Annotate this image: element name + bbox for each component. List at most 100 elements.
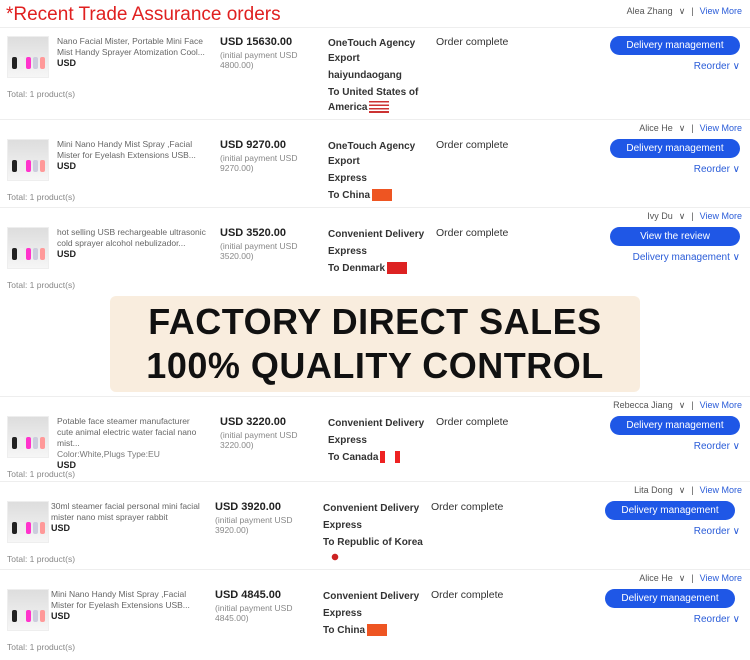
view-more-link[interactable]: View More [699, 485, 742, 495]
ca-flag-icon [380, 451, 401, 464]
order-price: USD 9270.00 [220, 139, 287, 151]
product-title[interactable]: Nano Facial Mister, Portable Mini Face M… [57, 36, 205, 57]
order-price: USD 3220.00 [220, 416, 287, 428]
chevron-down-icon[interactable]: ∨ [678, 6, 686, 16]
seller-name[interactable]: Alice He [639, 123, 673, 133]
product-image[interactable] [7, 227, 49, 269]
secondary-action-link[interactable]: Reorder ∨ [693, 61, 740, 72]
chevron-down-icon[interactable]: ∨ [678, 573, 686, 583]
shipping-info: OneTouch Agency Export Express To China [328, 139, 434, 205]
chevron-down-icon[interactable]: ∨ [678, 485, 686, 495]
order-price: USD 4845.00 [215, 589, 282, 601]
seller-name[interactable]: Lita Dong [634, 485, 673, 495]
product-image[interactable] [7, 501, 49, 543]
shipping-line: Convenient Delivery [328, 229, 425, 240]
separator: | [691, 6, 694, 16]
promo-overlay: FACTORY DIRECT SALES 100% QUALITY CONTRO… [110, 296, 640, 392]
chevron-down-icon[interactable]: ∨ [678, 123, 686, 133]
shipping-line: OneTouch Agency Export [328, 141, 416, 167]
seller-row: Alice He ∨ | View More [639, 123, 742, 134]
page-title: *Recent Trade Assurance orders [6, 4, 281, 25]
initial-payment: (initial payment USD 3520.00) [220, 241, 298, 261]
product-unit-price: USD [57, 161, 77, 171]
seller-name[interactable]: Rebecca Jiang [613, 400, 673, 410]
shipping-info: Convenient Delivery Express To China [323, 589, 429, 640]
seller-row: Alea Zhang ∨ | View More [627, 6, 742, 17]
secondary-action-link[interactable]: Reorder ∨ [693, 614, 740, 625]
divider [0, 27, 750, 28]
shipping-line: Express [323, 608, 362, 619]
product-image[interactable] [7, 589, 49, 631]
order-status: Order complete [436, 227, 509, 239]
initial-payment: (initial payment USD 9270.00) [220, 153, 298, 173]
chevron-down-icon[interactable]: ∨ [678, 400, 686, 410]
primary-action-button[interactable]: Delivery management [605, 501, 735, 520]
product-image[interactable] [7, 139, 49, 181]
chevron-down-icon[interactable]: ∨ [678, 211, 686, 221]
order-status: Order complete [431, 501, 504, 513]
shipping-line: haiyundaogang [328, 70, 402, 81]
shipping-line: To United States of America [328, 87, 419, 114]
product-title[interactable]: Mini Nano Handy Mist Spray ,Facial Miste… [57, 139, 196, 160]
primary-action-button[interactable]: Delivery management [610, 139, 740, 158]
shipping-info: Convenient Delivery Express To Denmark [328, 227, 434, 278]
order-status: Order complete [431, 589, 504, 601]
primary-action-button[interactable]: Delivery management [610, 36, 740, 55]
product-unit-price: USD [57, 58, 77, 68]
seller-row: Rebecca Jiang ∨ | View More [613, 400, 742, 411]
primary-action-button[interactable]: View the review [610, 227, 740, 246]
product-title[interactable]: 30ml steamer facial personal mini facial… [51, 501, 200, 522]
secondary-action-link[interactable]: Reorder ∨ [693, 164, 740, 175]
view-more-link[interactable]: View More [699, 573, 742, 583]
promo-line-1: FACTORY DIRECT SALES [148, 301, 602, 342]
secondary-action-link[interactable]: Delivery management ∨ [632, 252, 740, 263]
product-unit-price: USD [57, 249, 77, 259]
separator: | [691, 485, 694, 495]
view-more-link[interactable]: View More [699, 6, 742, 16]
shipping-line: Express [328, 246, 367, 257]
product-unit-price: USD [57, 460, 77, 470]
cn-flag-icon [372, 189, 393, 202]
seller-name[interactable]: Ivy Du [647, 211, 673, 221]
product-title[interactable]: hot selling USB rechargeable ultrasonic … [57, 227, 206, 248]
order-status: Order complete [436, 416, 509, 428]
total-products: Total: 1 product(s) [7, 469, 76, 479]
product-image[interactable] [7, 36, 49, 78]
shipping-line: Convenient Delivery [323, 503, 420, 514]
view-more-link[interactable]: View More [699, 123, 742, 133]
product-unit-price: USD [51, 611, 71, 621]
divider [0, 207, 750, 208]
dk-flag-icon [387, 262, 408, 275]
secondary-action-link[interactable]: Reorder ∨ [693, 441, 740, 452]
seller-row: Alice He ∨ | View More [639, 573, 742, 584]
order-status: Order complete [436, 139, 509, 151]
product-image[interactable] [7, 416, 49, 458]
primary-action-button[interactable]: Delivery management [605, 589, 735, 608]
shipping-line: To Denmark [328, 261, 434, 276]
product-unit-price: USD [51, 523, 71, 533]
separator: | [691, 123, 694, 133]
initial-payment: (initial payment USD 4845.00) [215, 603, 293, 623]
secondary-action-link[interactable]: Reorder ∨ [693, 526, 740, 537]
product-title[interactable]: Mini Nano Handy Mist Spray ,Facial Miste… [51, 589, 190, 610]
view-more-link[interactable]: View More [699, 400, 742, 410]
order-status: Order complete [436, 36, 509, 48]
total-products: Total: 1 product(s) [7, 89, 76, 99]
shipping-line: To Canada [328, 450, 434, 465]
order-price: USD 3920.00 [215, 501, 282, 513]
shipping-info: OneTouch Agency Export haiyundaogang To Un… [328, 36, 434, 117]
seller-name[interactable]: Alea Zhang [626, 6, 673, 16]
view-more-link[interactable]: View More [699, 211, 742, 221]
shipping-line: Express [328, 173, 367, 184]
primary-action-button[interactable]: Delivery management [610, 416, 740, 435]
us-flag-icon [369, 101, 390, 114]
shipping-line: To Republic of Korea [323, 535, 429, 565]
seller-name[interactable]: Alice He [639, 573, 673, 583]
promo-line-2: 100% QUALITY CONTROL [146, 345, 604, 386]
divider [0, 569, 750, 570]
divider [0, 396, 750, 397]
product-title[interactable]: Potable face steamer manufacturer cute a… [57, 416, 197, 448]
shipping-line: Express [323, 520, 362, 531]
initial-payment: (initial payment USD 4800.00) [220, 50, 298, 70]
seller-row: Ivy Du ∨ | View More [647, 211, 742, 222]
